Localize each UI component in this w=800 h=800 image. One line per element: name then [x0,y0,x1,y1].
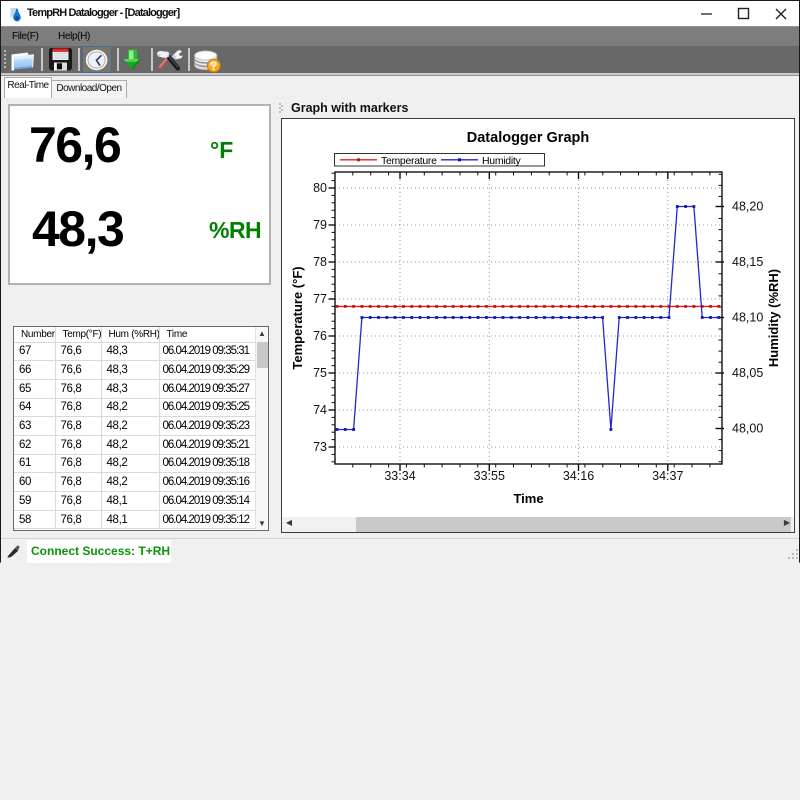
svg-text:33:55: 33:55 [474,469,505,483]
svg-text:Time: Time [513,491,543,506]
svg-text:Humidity (%RH): Humidity (%RH) [766,269,781,367]
svg-text:34:16: 34:16 [563,469,594,483]
svg-text:79: 79 [313,218,327,232]
svg-text:48,00: 48,00 [732,422,763,436]
svg-text:33:34: 33:34 [384,469,415,483]
svg-text:Temperature: Temperature [381,155,437,167]
svg-text:80: 80 [313,181,327,195]
svg-text:34:37: 34:37 [652,469,683,483]
svg-text:?: ? [210,59,217,73]
svg-text:Temperature (°F): Temperature (°F) [290,266,305,369]
svg-text:Humidity: Humidity [482,155,521,167]
svg-text:77: 77 [313,292,327,306]
svg-text:48,10: 48,10 [732,311,763,325]
svg-text:76: 76 [313,329,327,343]
svg-text:48,15: 48,15 [732,255,763,269]
svg-text:Datalogger Graph: Datalogger Graph [467,130,589,146]
svg-text:48,20: 48,20 [732,200,763,214]
svg-text:75: 75 [313,366,327,380]
svg-text:73: 73 [313,440,327,454]
svg-text:48,05: 48,05 [732,366,763,380]
svg-text:78: 78 [313,255,327,269]
svg-text:74: 74 [313,403,327,417]
